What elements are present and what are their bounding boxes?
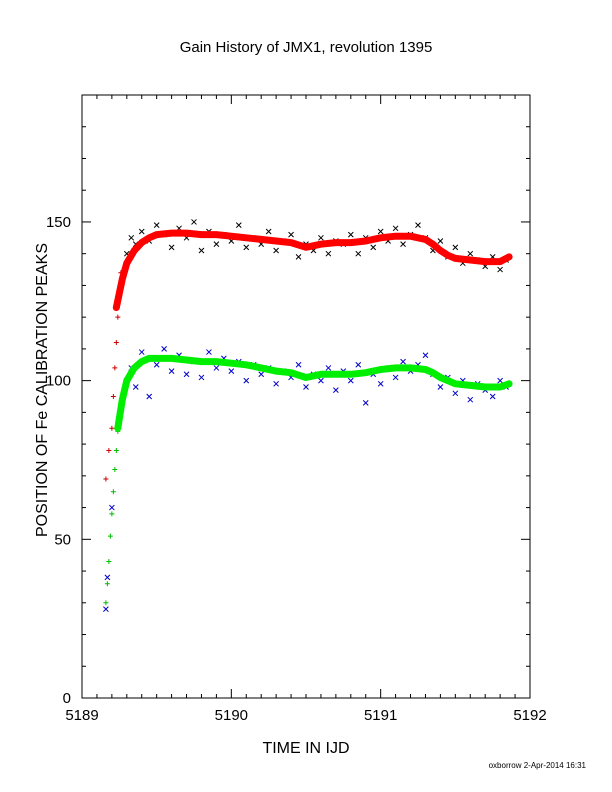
data-point: [392, 374, 399, 381]
data-point: [106, 447, 112, 453]
data-point: [243, 377, 250, 384]
x-tick-label: 5190: [215, 707, 248, 724]
data-point: [467, 250, 474, 257]
y-tick-label: 50: [54, 531, 71, 548]
data-point: [103, 606, 109, 612]
x-tick-label: 5191: [364, 707, 397, 724]
y-tick-label: 0: [63, 690, 71, 707]
data-point: [422, 352, 429, 359]
fit-line-4: [112, 229, 513, 312]
data-point: [288, 231, 294, 238]
axis-ticks: [81, 94, 531, 699]
data-point: [113, 340, 119, 346]
y-tick-label: 150: [46, 214, 71, 231]
data-point: [347, 231, 354, 238]
data-point: [243, 244, 250, 251]
fit-line-5: [114, 354, 513, 432]
data-point: [318, 377, 324, 384]
data-point: [110, 489, 116, 495]
data-point: [273, 247, 279, 254]
data-point: [325, 365, 332, 371]
data-point: [355, 361, 362, 368]
data-marks: [103, 219, 513, 612]
data-point: [113, 447, 119, 453]
data-point: [153, 222, 160, 228]
data-point: [400, 358, 406, 365]
data-point: [168, 368, 175, 374]
data-point: [370, 244, 377, 251]
data-point: [138, 349, 145, 355]
data-point: [303, 384, 309, 390]
data-point: [128, 234, 135, 241]
data-point: [258, 371, 265, 378]
data-point: [198, 374, 205, 381]
y-tick-label: 100: [46, 373, 71, 390]
data-point: [183, 371, 190, 378]
y-tick-labels: 0 50 100 150: [46, 214, 71, 707]
data-point: [228, 368, 235, 374]
data-point: [109, 504, 115, 511]
data-point: [110, 394, 116, 399]
data-point: [115, 314, 121, 320]
data-point: [497, 377, 503, 384]
data-point: [103, 476, 109, 482]
data-point: [377, 380, 384, 387]
data-point: [295, 361, 302, 368]
data-point: [161, 346, 167, 352]
data-point: [400, 241, 406, 248]
data-point: [295, 254, 302, 260]
y-axis-title: POSITION OF Fe CALIBRATION PEAKS: [34, 243, 51, 537]
data-point: [452, 244, 459, 251]
data-point: [437, 384, 444, 390]
data-point: [206, 349, 212, 355]
data-point: [452, 390, 459, 397]
data-point: [235, 222, 242, 228]
data-point: [325, 250, 332, 257]
data-point: [355, 250, 362, 257]
data-point: [138, 228, 145, 235]
data-point: [112, 466, 118, 472]
data-point: [415, 222, 421, 228]
data-point: [213, 365, 220, 371]
footer-stamp: oxborrow 2-Apr-2014 16:31: [489, 761, 587, 770]
data-point: [107, 533, 113, 539]
data-point: [497, 266, 503, 273]
x-tick-labels: 5189 5190 5191 5192: [65, 707, 546, 724]
data-point: [112, 365, 118, 371]
data-point: [265, 228, 272, 235]
data-point: [109, 425, 115, 431]
data-point: [104, 574, 111, 581]
data-point: [213, 241, 220, 248]
data-point: [489, 393, 496, 400]
data-point: [377, 228, 384, 235]
data-point: [109, 511, 115, 517]
data-point: [347, 377, 354, 384]
data-point: [273, 380, 279, 387]
data-point: [106, 559, 112, 565]
data-point: [437, 238, 444, 244]
data-point: [198, 247, 205, 254]
data-point: [103, 600, 109, 606]
x-tick-label: 5192: [513, 707, 546, 724]
x-tick-label: 5189: [65, 707, 98, 724]
data-point: [132, 384, 139, 390]
data-point: [191, 219, 197, 225]
data-point: [104, 581, 110, 587]
data-point: [146, 393, 153, 400]
chart-title: Gain History of JMX1, revolution 1395: [180, 39, 433, 56]
data-point: [362, 399, 369, 406]
data-point: [333, 387, 339, 394]
data-point: [168, 244, 175, 251]
x-axis-title: TIME IN IJD: [262, 740, 349, 757]
data-point: [318, 234, 324, 241]
data-point: [392, 225, 399, 232]
data-point: [467, 396, 474, 403]
data-point: [153, 361, 160, 368]
